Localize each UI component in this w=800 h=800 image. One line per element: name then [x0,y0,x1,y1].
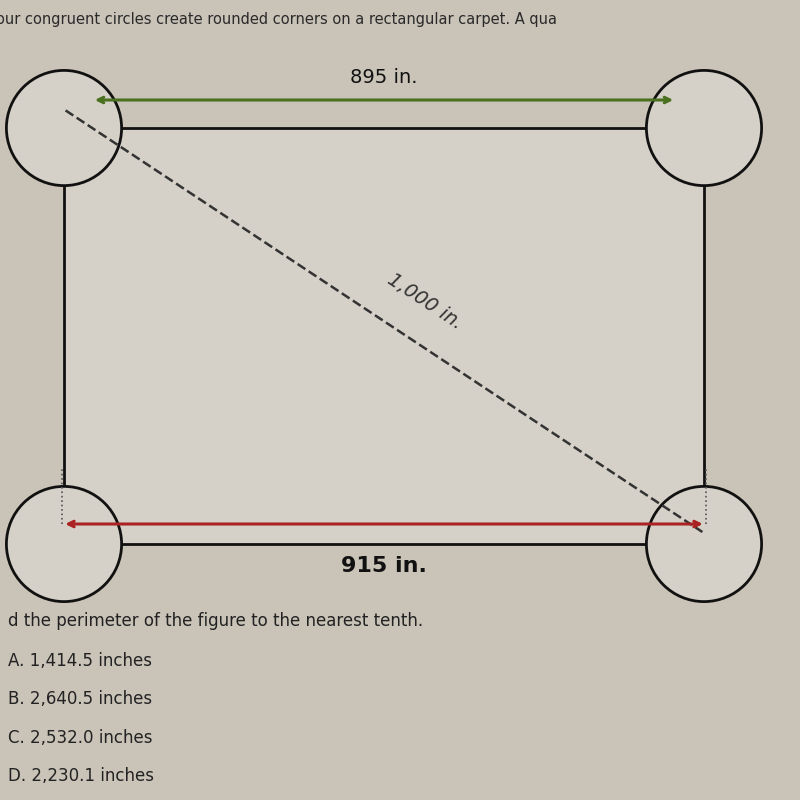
Text: 1,000 in.: 1,000 in. [384,270,466,333]
Circle shape [6,486,122,602]
Text: our congruent circles create rounded corners on a rectangular carpet. A qua: our congruent circles create rounded cor… [0,12,557,27]
Circle shape [6,70,122,186]
Text: 915 in.: 915 in. [341,556,427,576]
Text: d the perimeter of the figure to the nearest tenth.: d the perimeter of the figure to the nea… [8,612,423,630]
Text: C. 2,532.0 inches: C. 2,532.0 inches [8,729,153,747]
Text: B. 2,640.5 inches: B. 2,640.5 inches [8,690,152,709]
Circle shape [646,486,762,602]
Text: D. 2,230.1 inches: D. 2,230.1 inches [8,767,154,786]
Text: 895 in.: 895 in. [350,68,418,87]
Text: A. 1,414.5 inches: A. 1,414.5 inches [8,652,152,670]
Bar [64,128,704,544]
Circle shape [646,70,762,186]
